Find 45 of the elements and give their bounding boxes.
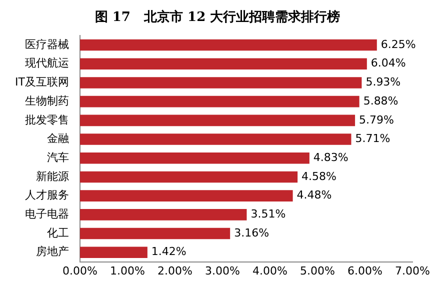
x-tick-label: 7.00%: [395, 264, 430, 278]
y-tick-label: 化工: [46, 226, 69, 240]
data-label: 3.51%: [250, 208, 286, 221]
chart-title: 图 17 北京市 12 大行业招聘需求排行榜: [94, 9, 340, 26]
data-label: 6.25%: [380, 38, 416, 51]
data-label: 4.48%: [296, 188, 332, 202]
y-tick-label: 医疗器械: [24, 38, 69, 51]
y-tick-label: IT及互联网: [14, 76, 69, 89]
x-tick-label: 5.00%: [300, 264, 335, 278]
x-tick-label: 4.00%: [252, 264, 288, 278]
x-tick-label: 3.00%: [205, 264, 240, 278]
bar: [80, 77, 362, 88]
y-tick-label: 房地产: [36, 245, 69, 258]
data-label: 3.16%: [234, 226, 270, 240]
bar: [80, 246, 148, 258]
bar: [80, 190, 293, 202]
data-label: 5.93%: [366, 76, 401, 89]
bar: [80, 228, 230, 240]
bar: [80, 96, 360, 108]
data-label: 4.58%: [302, 170, 337, 183]
data-label: 1.42%: [151, 245, 186, 258]
x-tick-label: 0.00%: [62, 264, 98, 278]
y-tick-label: 现代航运: [24, 56, 69, 70]
y-tick-label: 生物制药: [24, 94, 69, 108]
bar: [80, 39, 377, 51]
x-tick-label: 6.00%: [348, 264, 382, 278]
y-tick-label: 新能源: [36, 170, 69, 183]
y-tick-label: 金融: [46, 132, 69, 146]
data-label: 6.04%: [370, 56, 406, 70]
bar: [80, 134, 352, 145]
y-tick-label: 电子电器: [24, 208, 69, 221]
bar: [80, 209, 247, 220]
data-label: 5.71%: [355, 132, 390, 146]
bar: [80, 171, 298, 183]
y-tick-label: 人才服务: [24, 188, 69, 202]
data-label: 5.79%: [359, 113, 394, 126]
data-label: 4.83%: [313, 150, 348, 164]
bar: [80, 152, 310, 164]
y-tick-label: 汽车: [46, 150, 69, 164]
bar: [80, 58, 367, 70]
y-tick-label: 批发零售: [24, 113, 69, 126]
data-label: 5.88%: [363, 94, 398, 108]
x-tick-label: 1.00%: [110, 264, 145, 278]
bar: [80, 114, 356, 126]
x-tick-label: 2.00%: [158, 264, 192, 278]
